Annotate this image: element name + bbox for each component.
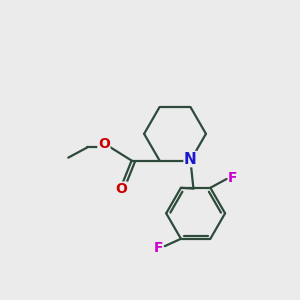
Text: F: F: [154, 241, 164, 255]
Text: F: F: [228, 170, 237, 184]
Text: O: O: [98, 137, 110, 152]
Text: N: N: [184, 152, 197, 166]
Text: O: O: [116, 182, 127, 196]
